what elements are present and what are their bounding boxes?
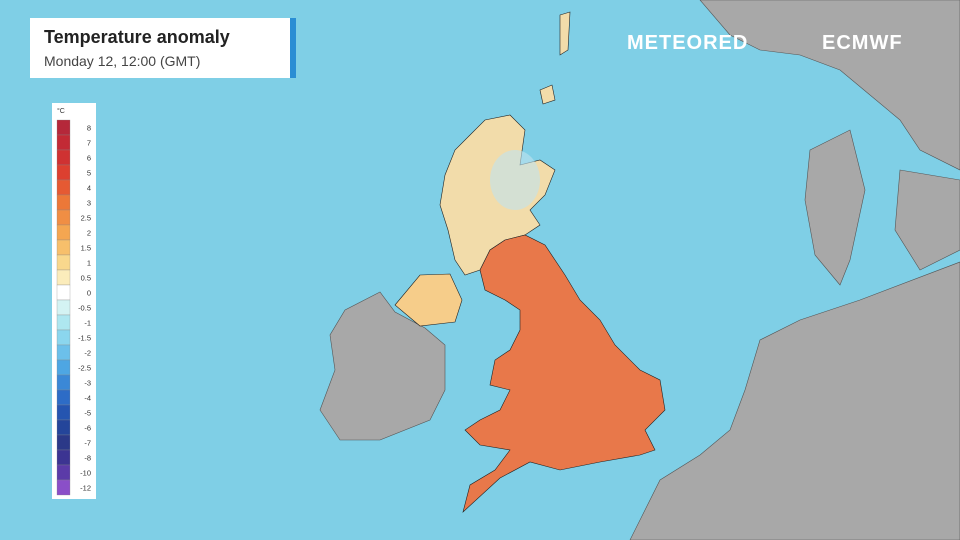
legend-tick-label: -2 bbox=[84, 349, 91, 358]
legend-tick-label: 0 bbox=[87, 289, 91, 298]
england-wales bbox=[462, 234, 666, 513]
legend-tick-label: -6 bbox=[84, 424, 91, 433]
continent bbox=[629, 261, 960, 540]
logo-ecmwf: ECMWF bbox=[822, 32, 903, 54]
legend-swatch bbox=[56, 329, 71, 346]
legend-swatch bbox=[56, 194, 71, 211]
legend-tick-label: -2.5 bbox=[78, 364, 91, 373]
logo-meteored: METEORED bbox=[627, 32, 749, 54]
legend-tick-label: -0.5 bbox=[78, 304, 91, 313]
legend-swatch bbox=[56, 164, 71, 181]
legend-swatch bbox=[56, 224, 71, 241]
denmark bbox=[804, 129, 866, 286]
legend-swatch bbox=[56, 434, 71, 451]
legend-swatch bbox=[56, 254, 71, 271]
legend-swatch bbox=[56, 299, 71, 316]
legend-swatch bbox=[56, 344, 71, 361]
legend: °C 8 7 6 5 4 3 2.5 2 1.5 1 0.5 0 -0.5 -1 -1.5 -2 -2.5 -3 -4… bbox=[52, 103, 96, 499]
scandinavia bbox=[699, 0, 960, 171]
legend-swatch bbox=[56, 404, 71, 421]
northern-ireland bbox=[394, 273, 463, 327]
legend-tick-label: -4 bbox=[84, 394, 91, 403]
orkney bbox=[539, 84, 556, 105]
legend-swatch bbox=[56, 239, 71, 256]
legend-tick-label: -12 bbox=[80, 484, 91, 493]
legend-swatch bbox=[56, 449, 71, 466]
legend-swatch bbox=[56, 269, 71, 286]
legend-swatch bbox=[56, 479, 71, 496]
legend-tick-label: -7 bbox=[84, 439, 91, 448]
sweden-coast bbox=[894, 169, 960, 271]
cool-area bbox=[490, 150, 540, 210]
legend-tick-label: 8 bbox=[87, 124, 91, 133]
legend-swatch bbox=[56, 389, 71, 406]
legend-tick-label: 1.5 bbox=[81, 244, 91, 253]
legend-tick-label: -1.5 bbox=[78, 334, 91, 343]
legend-tick-label: 7 bbox=[87, 139, 91, 148]
legend-swatch bbox=[56, 179, 71, 196]
title: Temperature anomaly bbox=[44, 27, 230, 47]
legend-swatch bbox=[56, 314, 71, 331]
legend-swatch bbox=[56, 209, 71, 226]
subtitle: Monday 12, 12:00 (GMT) bbox=[44, 53, 201, 69]
legend-swatch bbox=[56, 419, 71, 436]
legend-tick-label: 5 bbox=[87, 169, 91, 178]
legend-tick-label: 1 bbox=[87, 259, 91, 268]
legend-tick-label: -3 bbox=[84, 379, 91, 388]
legend-swatch bbox=[56, 359, 71, 376]
legend-tick-label: 4 bbox=[87, 184, 91, 193]
legend-tick-label: -1 bbox=[84, 319, 91, 328]
legend-swatch bbox=[56, 149, 71, 166]
legend-tick-label: 2 bbox=[87, 229, 91, 238]
legend-tick-label: 6 bbox=[87, 154, 91, 163]
legend-tick-label: -8 bbox=[84, 454, 91, 463]
shetland bbox=[559, 11, 571, 56]
legend-tick-label: 0.5 bbox=[81, 274, 91, 283]
legend-tick-label: -10 bbox=[80, 469, 91, 478]
legend-tick-label: -5 bbox=[84, 409, 91, 418]
ireland bbox=[319, 291, 446, 441]
land bbox=[319, 0, 960, 540]
legend-swatch bbox=[56, 284, 71, 301]
legend-swatch bbox=[56, 464, 71, 481]
legend-tick-label: 3 bbox=[87, 199, 91, 208]
legend-swatch bbox=[56, 134, 71, 151]
title-box: Temperature anomaly Monday 12, 12:00 (GM… bbox=[30, 18, 296, 78]
legend-swatch bbox=[56, 119, 71, 136]
legend-tick-label: 2.5 bbox=[81, 214, 91, 223]
legend-swatch bbox=[56, 374, 71, 391]
legend-unit: °C bbox=[57, 107, 65, 115]
